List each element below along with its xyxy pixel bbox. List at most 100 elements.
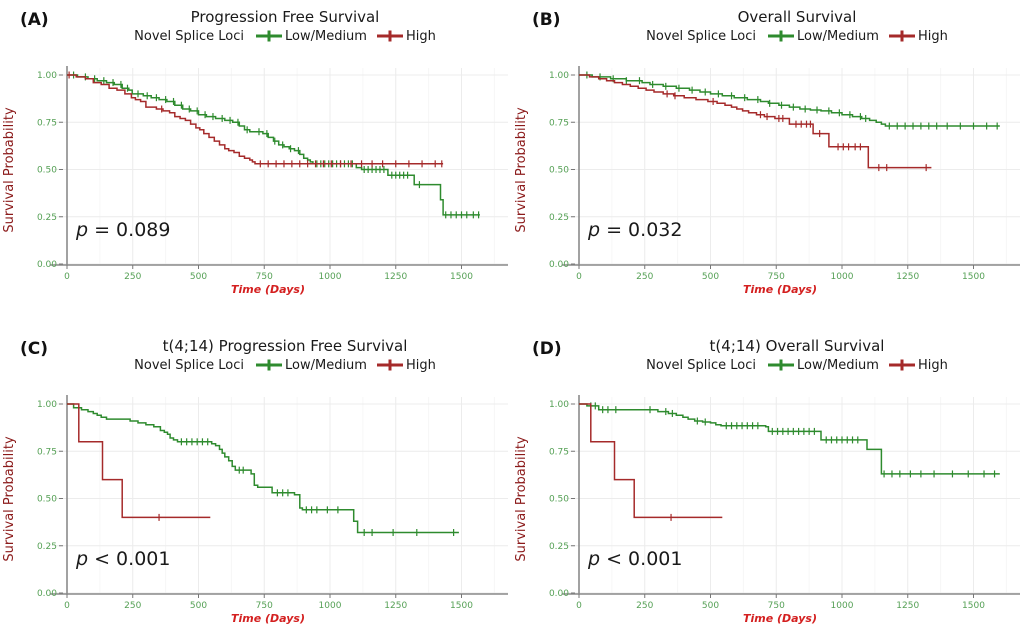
svg-text:1250: 1250 [384,601,407,611]
svg-text:1000: 1000 [319,601,342,611]
legend-label-high: High [917,28,948,44]
svg-text:1000: 1000 [831,272,854,282]
legend-item-high: High [887,29,948,44]
km-line-glyph-red [888,359,915,371]
km-line-glyph-green [768,30,794,42]
svg-text:0.75: 0.75 [37,447,57,457]
legend-item-low-medium: Low/Medium [254,358,367,373]
panel-header-b: Overall Survival Novel Splice Loci Low/M… [572,0,1022,52]
panel-title-a: Progression Free Survival [190,8,380,26]
svg-text:1250: 1250 [384,272,407,282]
svg-text:0.25: 0.25 [549,213,569,223]
km-plot-b: 0 250 500 750 1000 1250 1500 0.00 0.25 0.50 0.75 1.… [514,66,1020,296]
panel-title-d: t(4;14) Overall Survival [709,337,885,355]
km-line-glyph-red [888,30,915,42]
panel-label-d: (D) [532,339,562,359]
legend-item-high: High [375,358,436,373]
svg-text:1.00: 1.00 [549,400,569,410]
svg-text:500: 500 [190,601,207,611]
svg-text:250: 250 [636,272,653,282]
legend-label-high: High [917,357,948,373]
panel-label-c: (C) [20,339,49,359]
svg-text:Time (Days): Time (Days) [743,612,817,625]
svg-text:0: 0 [576,601,582,611]
km-line-glyph-green [256,30,282,42]
svg-text:0.25: 0.25 [37,213,57,223]
legend-item-low-medium: Low/Medium [254,29,367,44]
svg-text:0.00: 0.00 [37,260,57,270]
svg-text:0.00: 0.00 [549,589,569,599]
panel-title-b: Overall Survival [737,8,857,26]
svg-text:1.00: 1.00 [37,400,57,410]
legend-label-high: High [405,357,436,373]
legend-item-low-medium: Low/Medium [766,358,879,373]
legend-label-low-medium: Low/Medium [797,357,879,373]
legend-d: Novel Splice Loci Low/Medium High [572,358,1022,373]
svg-text:750: 750 [256,272,273,282]
svg-text:p = 0.089: p = 0.089 [75,219,170,241]
legend-item-high: High [375,29,436,44]
legend-title: Novel Splice Loci [134,357,244,373]
panel-b: (B) Overall Survival Novel Splice Loci L… [512,0,1024,313]
svg-text:0.25: 0.25 [37,542,57,552]
svg-text:1.00: 1.00 [37,71,57,81]
svg-text:0.50: 0.50 [549,495,569,505]
svg-text:Survival Probability: Survival Probability [514,107,529,233]
legend-item-high: High [887,358,948,373]
legend-c: Novel Splice Loci Low/Medium High [60,358,510,373]
panel-c: (C) t(4;14) Progression Free Survival No… [0,313,512,626]
panel-label-a: (A) [20,10,49,30]
legend-item-low-medium: Low/Medium [766,29,879,44]
svg-text:Time (Days): Time (Days) [231,283,305,296]
panel-header-a: Progression Free Survival Novel Splice L… [60,0,510,52]
legend-b: Novel Splice Loci Low/Medium High [572,29,1022,44]
legend-label-low-medium: Low/Medium [285,28,367,44]
svg-text:1500: 1500 [450,272,473,282]
svg-text:0.50: 0.50 [549,166,569,176]
svg-text:1000: 1000 [831,601,854,611]
svg-text:0: 0 [64,272,70,282]
svg-text:p < 0.001: p < 0.001 [75,548,170,570]
km-line-glyph-green [256,359,282,371]
svg-text:Time (Days): Time (Days) [231,612,305,625]
km-plot-a: 0 250 500 750 1000 1250 1500 0.00 0.25 0.50 0.75 1.… [2,66,508,296]
legend-title: Novel Splice Loci [134,28,244,44]
svg-text:p = 0.032: p = 0.032 [587,219,682,241]
svg-text:0.75: 0.75 [37,118,57,128]
svg-text:250: 250 [124,272,141,282]
svg-text:Survival Probability: Survival Probability [514,436,529,562]
svg-text:1.00: 1.00 [549,71,569,81]
km-plot-d: 0 250 500 750 1000 1250 1500 0.00 0.25 0.50 0.75 1.… [514,395,1020,625]
km-plot-c: 0 250 500 750 1000 1250 1500 0.00 0.25 0.50 0.75 1.… [2,395,508,625]
svg-text:750: 750 [256,601,273,611]
svg-text:500: 500 [702,272,719,282]
svg-text:0: 0 [64,601,70,611]
svg-text:0.50: 0.50 [37,166,57,176]
panel-d: (D) t(4;14) Overall Survival Novel Splic… [512,313,1024,626]
svg-text:500: 500 [702,601,719,611]
svg-text:0: 0 [576,272,582,282]
panel-header-d: t(4;14) Overall Survival Novel Splice Lo… [572,313,1022,381]
svg-text:p < 0.001: p < 0.001 [587,548,682,570]
svg-text:1250: 1250 [896,272,919,282]
svg-text:Time (Days): Time (Days) [743,283,817,296]
svg-text:0.50: 0.50 [37,495,57,505]
svg-text:250: 250 [124,601,141,611]
svg-text:0.75: 0.75 [549,447,569,457]
svg-text:0.25: 0.25 [549,542,569,552]
legend-label-low-medium: Low/Medium [797,28,879,44]
legend-title: Novel Splice Loci [646,357,756,373]
panel-a: (A) Progression Free Survival Novel Spli… [0,0,512,313]
svg-text:250: 250 [636,601,653,611]
svg-text:0.00: 0.00 [549,260,569,270]
svg-text:750: 750 [768,601,785,611]
svg-text:1000: 1000 [319,272,342,282]
km-line-glyph-green [768,359,794,371]
svg-text:Survival Probability: Survival Probability [2,436,17,562]
svg-text:1500: 1500 [962,601,985,611]
panel-header-c: t(4;14) Progression Free Survival Novel … [60,313,510,381]
svg-text:1500: 1500 [962,272,985,282]
svg-text:Survival Probability: Survival Probability [2,107,17,233]
legend-title: Novel Splice Loci [646,28,756,44]
